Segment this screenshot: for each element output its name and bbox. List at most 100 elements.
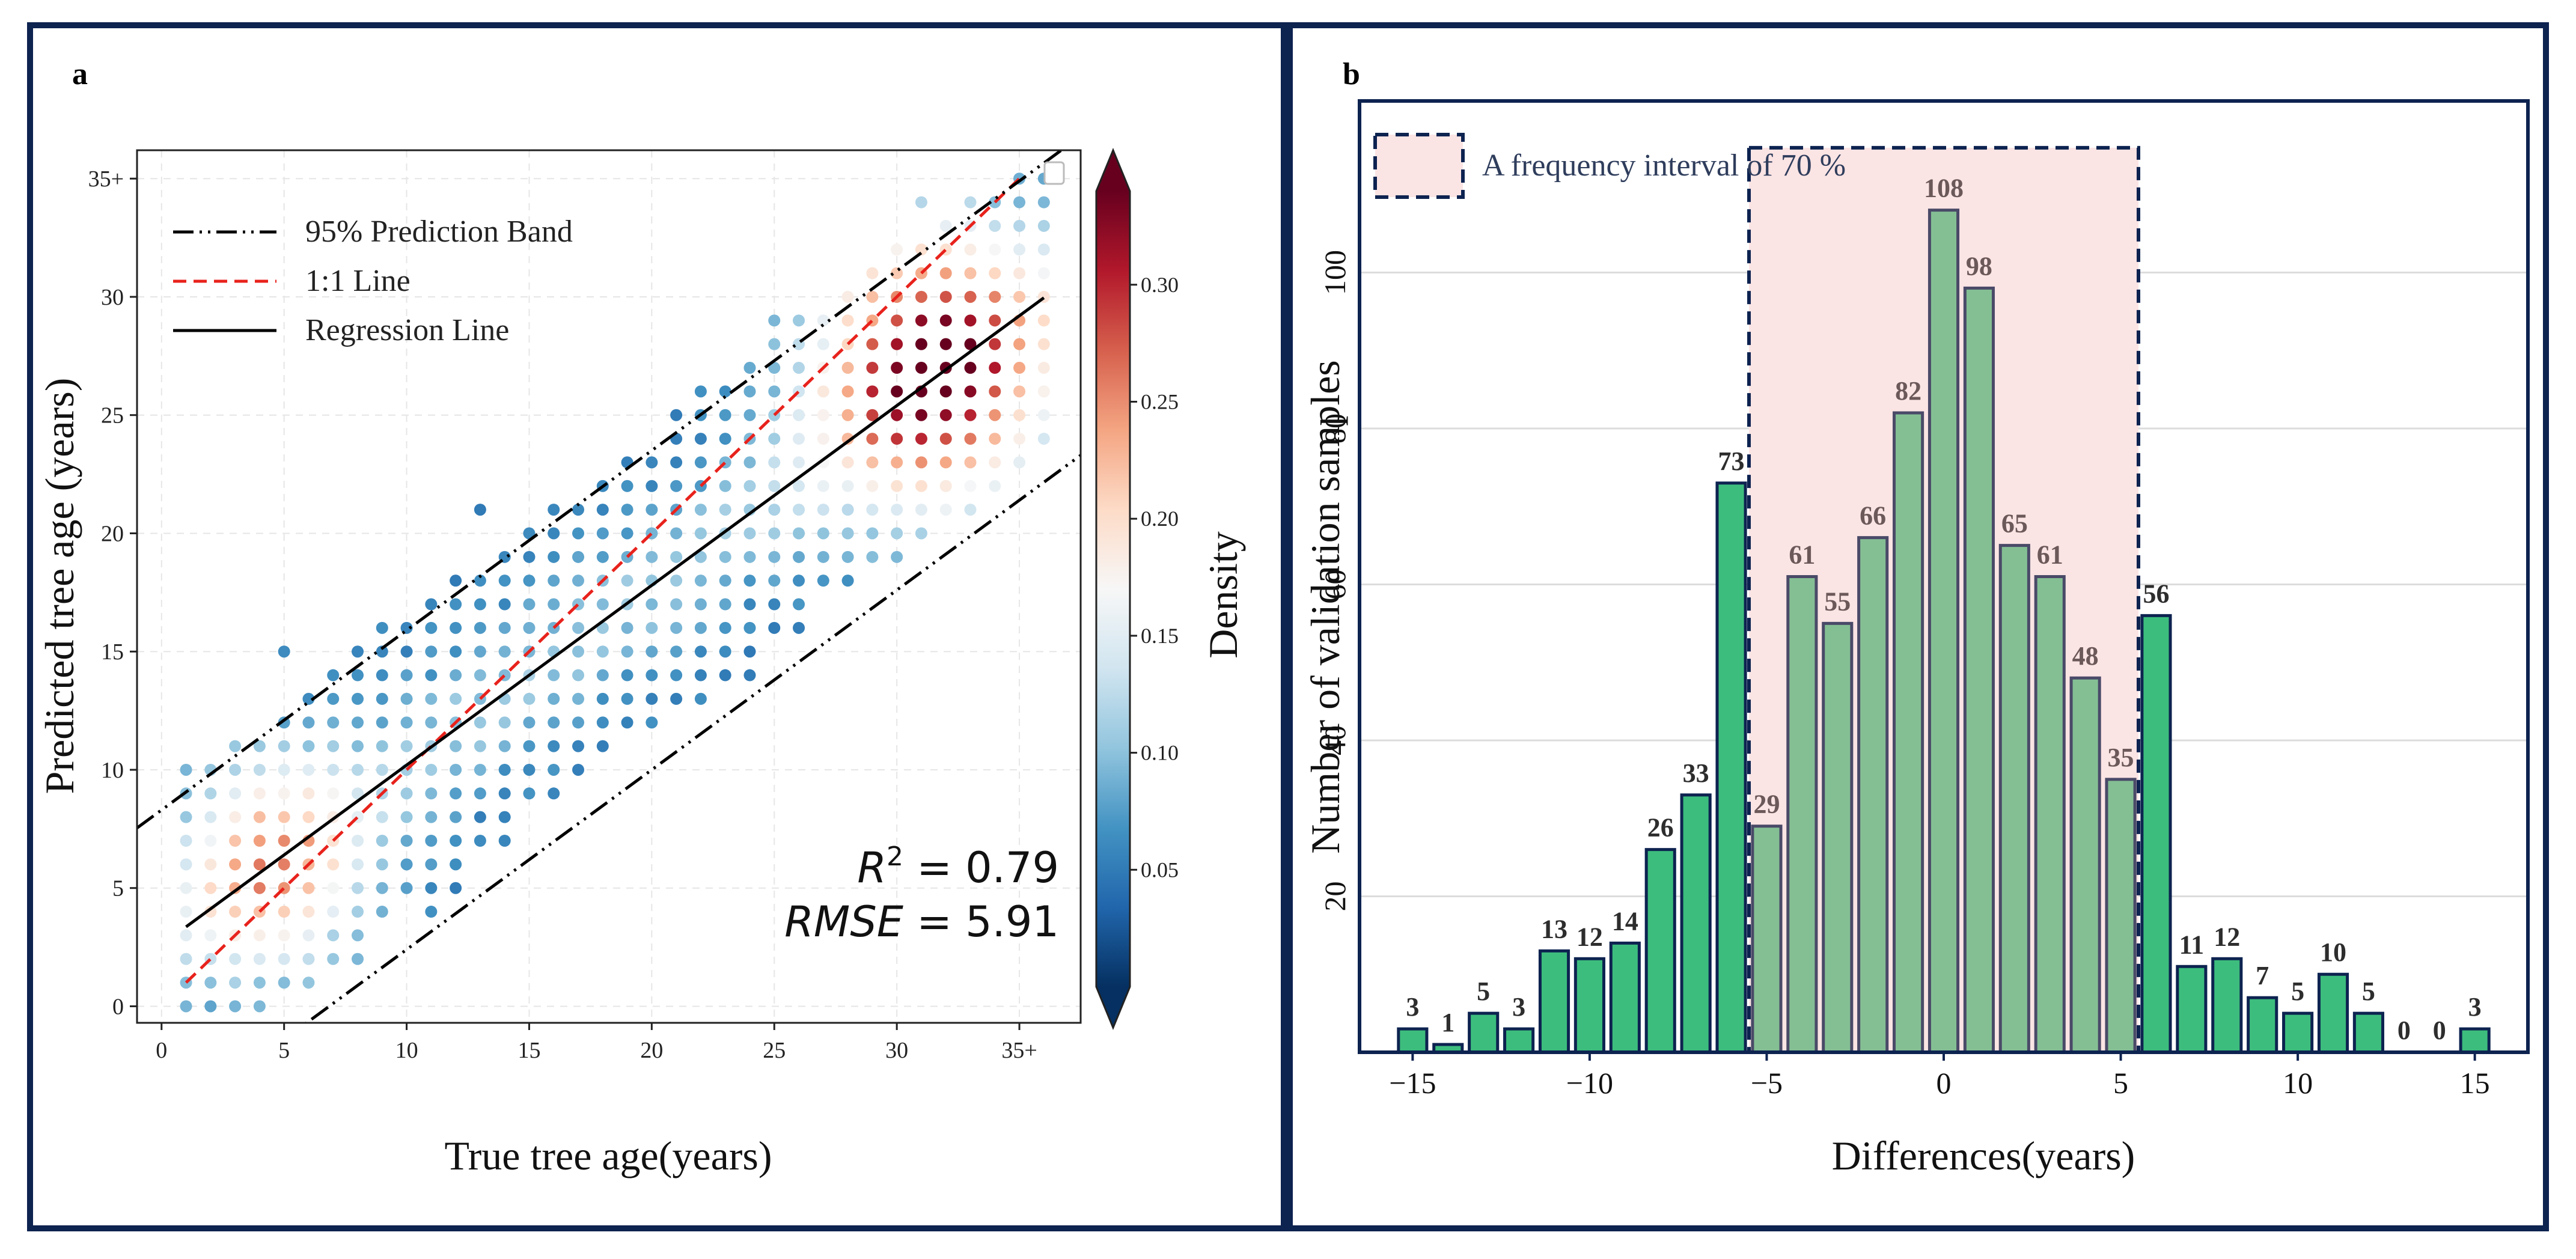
scatter-point: [548, 575, 560, 587]
scatter-point: [694, 621, 707, 634]
scatter-point: [646, 669, 658, 681]
scatter-point: [450, 787, 462, 800]
scatter-point: [964, 409, 977, 421]
scatter-point: [376, 906, 388, 918]
panel-b-y-tick-label: 100: [1318, 250, 1352, 295]
colorbar-top-extension: [1096, 150, 1130, 191]
scatter-point: [278, 787, 290, 800]
scatter-point: [229, 906, 242, 918]
scatter-point: [572, 692, 585, 705]
scatter-point: [204, 882, 217, 894]
panel-a-x-tick-label: 10: [395, 1038, 418, 1063]
panel-a-y-tick-label: 0: [112, 994, 124, 1019]
bar-value-label: 55: [1824, 587, 1851, 616]
scatter-point: [964, 385, 977, 398]
scatter-point: [621, 621, 633, 634]
scatter-point: [376, 811, 388, 823]
scatter-point: [841, 409, 854, 421]
scatter-point: [866, 385, 879, 398]
scatter-point: [989, 243, 1001, 256]
scatter-point: [327, 740, 340, 752]
scatter-point: [204, 906, 217, 918]
scatter-point: [621, 575, 633, 587]
scatter-point: [596, 527, 609, 540]
scatter-point: [572, 575, 585, 587]
scatter-point: [670, 692, 683, 705]
scatter-point: [768, 621, 781, 634]
colorbar-tick-label: 0.05: [1141, 858, 1179, 882]
scatter-point: [743, 385, 756, 398]
scatter-point: [817, 338, 829, 350]
histogram-bar: [1751, 825, 1783, 1054]
scatter-point: [768, 362, 781, 374]
scatter-point: [939, 504, 952, 516]
histogram-bar: [1538, 949, 1570, 1054]
scatter-point: [498, 787, 511, 800]
bar-value-label: 5: [1477, 977, 1490, 1006]
scatter-point: [596, 550, 609, 563]
scatter-point: [474, 787, 486, 800]
scatter-point: [278, 835, 290, 847]
scatter-point: [352, 835, 364, 847]
scatter-point: [1013, 243, 1026, 256]
scatter-point: [989, 219, 1001, 232]
scatter-point: [278, 740, 290, 752]
legend-label-frequency-interval: A frequency interval of 70 %: [1482, 148, 1846, 183]
scatter-point: [474, 835, 486, 847]
scatter-point: [670, 621, 683, 634]
scatter-point: [548, 692, 560, 705]
scatter-point: [891, 314, 903, 327]
scatter-point: [450, 598, 462, 611]
panel-a-x-axis-label: True tree age(years): [445, 1133, 772, 1178]
panel-b-y-tick-label: 20: [1318, 881, 1352, 911]
scatter-point: [253, 835, 266, 847]
scatter-point: [302, 692, 315, 705]
one-to-one-line: [185, 177, 1021, 984]
scatter-point: [891, 550, 903, 563]
scatter-point: [204, 977, 217, 989]
scatter-point: [793, 480, 805, 492]
scatter-point: [768, 385, 781, 398]
scatter-point: [1013, 385, 1026, 398]
panel-a-y-tick-label: 35+: [88, 166, 124, 192]
scatter-point: [180, 882, 192, 894]
scatter-point: [891, 243, 903, 256]
scatter-point: [866, 267, 879, 279]
scatter-point: [621, 669, 633, 681]
histogram-bar: [2282, 1011, 2314, 1054]
scatter-point: [817, 385, 829, 398]
panel-b-x-tick-label: 15: [2460, 1066, 2490, 1100]
scatter-point: [425, 621, 438, 634]
scatter-point: [523, 716, 536, 729]
scatter-point: [621, 716, 633, 729]
scatter-point: [939, 219, 952, 232]
scatter-point: [646, 480, 658, 492]
scatter-point: [915, 196, 927, 209]
panel-b-y-tick-label: 60: [1318, 569, 1352, 599]
scatter-point: [425, 811, 438, 823]
scatter-point: [229, 763, 242, 776]
scatter-point: [425, 882, 438, 894]
scatter-point: [278, 929, 290, 942]
histogram-bar: [1644, 848, 1676, 1054]
scatter-point: [743, 362, 756, 374]
scatter-point: [400, 811, 413, 823]
scatter-point: [989, 456, 1001, 469]
panel-b-x-tick-label: 10: [2283, 1066, 2313, 1100]
scatter-point: [939, 267, 952, 279]
scatter-point: [743, 575, 756, 587]
scatter-point: [253, 740, 266, 752]
scatter-point: [352, 716, 364, 729]
scatter-point: [450, 835, 462, 847]
histogram-bar: [1680, 793, 1712, 1054]
scatter-point: [817, 504, 829, 516]
scatter-point: [400, 669, 413, 681]
scatter-point: [548, 669, 560, 681]
scatter-point: [523, 598, 536, 611]
scatter-point: [1013, 338, 1026, 350]
scatter-point: [1037, 219, 1050, 232]
scatter-point: [425, 787, 438, 800]
scatter-point: [278, 811, 290, 823]
scatter-point: [596, 598, 609, 611]
panel-a-legend: 95% Prediction Band 1:1 Line Regression …: [173, 215, 573, 347]
